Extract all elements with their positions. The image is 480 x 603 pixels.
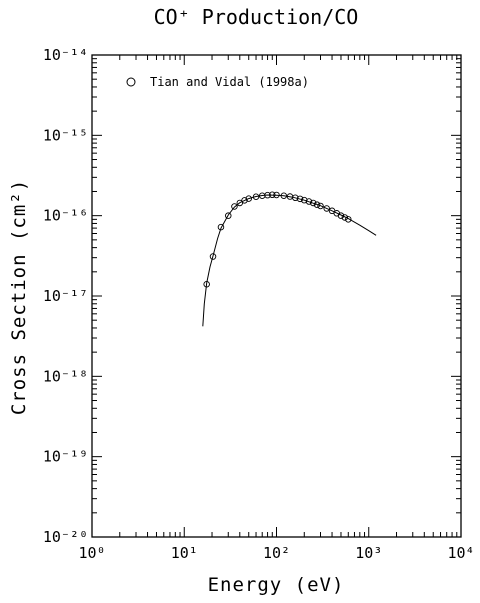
legend-label: Tian and Vidal (1998a)	[150, 75, 309, 89]
y-tick-label: 10⁻¹⁷	[43, 287, 88, 305]
data-point	[225, 212, 232, 219]
legend-marker	[126, 77, 136, 87]
data-point	[292, 194, 299, 202]
data-point	[209, 253, 217, 260]
data-point	[317, 202, 324, 210]
data-point	[309, 199, 317, 207]
data-point	[280, 192, 288, 199]
y-tick-labels: 10⁻²⁰ 10⁻¹⁹ 10⁻¹⁸ 10⁻¹⁷ 10⁻¹⁶ 10⁻¹⁵ 10⁻¹⁴	[43, 46, 88, 546]
legend: Tian and Vidal (1998a)	[126, 75, 309, 89]
y-tick-label: 10⁻¹⁵	[43, 126, 88, 144]
data-point	[313, 201, 321, 208]
data-point	[273, 191, 280, 199]
y-tick-label: 10⁻¹⁴	[43, 46, 88, 64]
y-tick-label: 10⁻¹⁹	[43, 448, 88, 466]
x-tick-label: 10¹	[171, 544, 198, 562]
data-point	[203, 281, 210, 288]
x-tick-label: 10²	[263, 544, 290, 562]
data-point	[245, 195, 252, 202]
y-tick-label: 10⁻¹⁸	[43, 367, 88, 385]
y-tick-label: 10⁻²⁰	[43, 528, 88, 546]
data-point	[252, 193, 260, 200]
data-point	[269, 191, 276, 199]
x-axis-label: Energy (eV)	[208, 574, 345, 596]
x-tick-label: 10³	[355, 544, 382, 562]
plot-frame	[91, 54, 462, 538]
data-point	[231, 203, 238, 210]
x-tick-label: 10⁴	[447, 544, 474, 562]
data-point	[305, 198, 313, 205]
data-point	[217, 223, 225, 231]
data-point	[264, 191, 271, 199]
data-point	[341, 214, 349, 221]
data-point	[301, 196, 308, 204]
x-tick-label: 10⁰	[78, 544, 105, 562]
data-markers	[203, 191, 352, 288]
y-tick-label: 10⁻¹⁶	[43, 207, 88, 225]
data-point	[241, 197, 248, 204]
data-point	[337, 212, 345, 219]
data-point	[296, 195, 304, 203]
chart-title: CO⁺ Production/CO	[154, 5, 359, 29]
axis-ticks	[91, 54, 462, 538]
series-line	[202, 194, 377, 327]
y-axis-label: Cross Section (cm²)	[8, 179, 30, 415]
data-point	[345, 216, 352, 223]
x-tick-labels: 10⁰ 10¹ 10² 10³ 10⁴	[78, 544, 474, 562]
data-point	[323, 205, 330, 212]
